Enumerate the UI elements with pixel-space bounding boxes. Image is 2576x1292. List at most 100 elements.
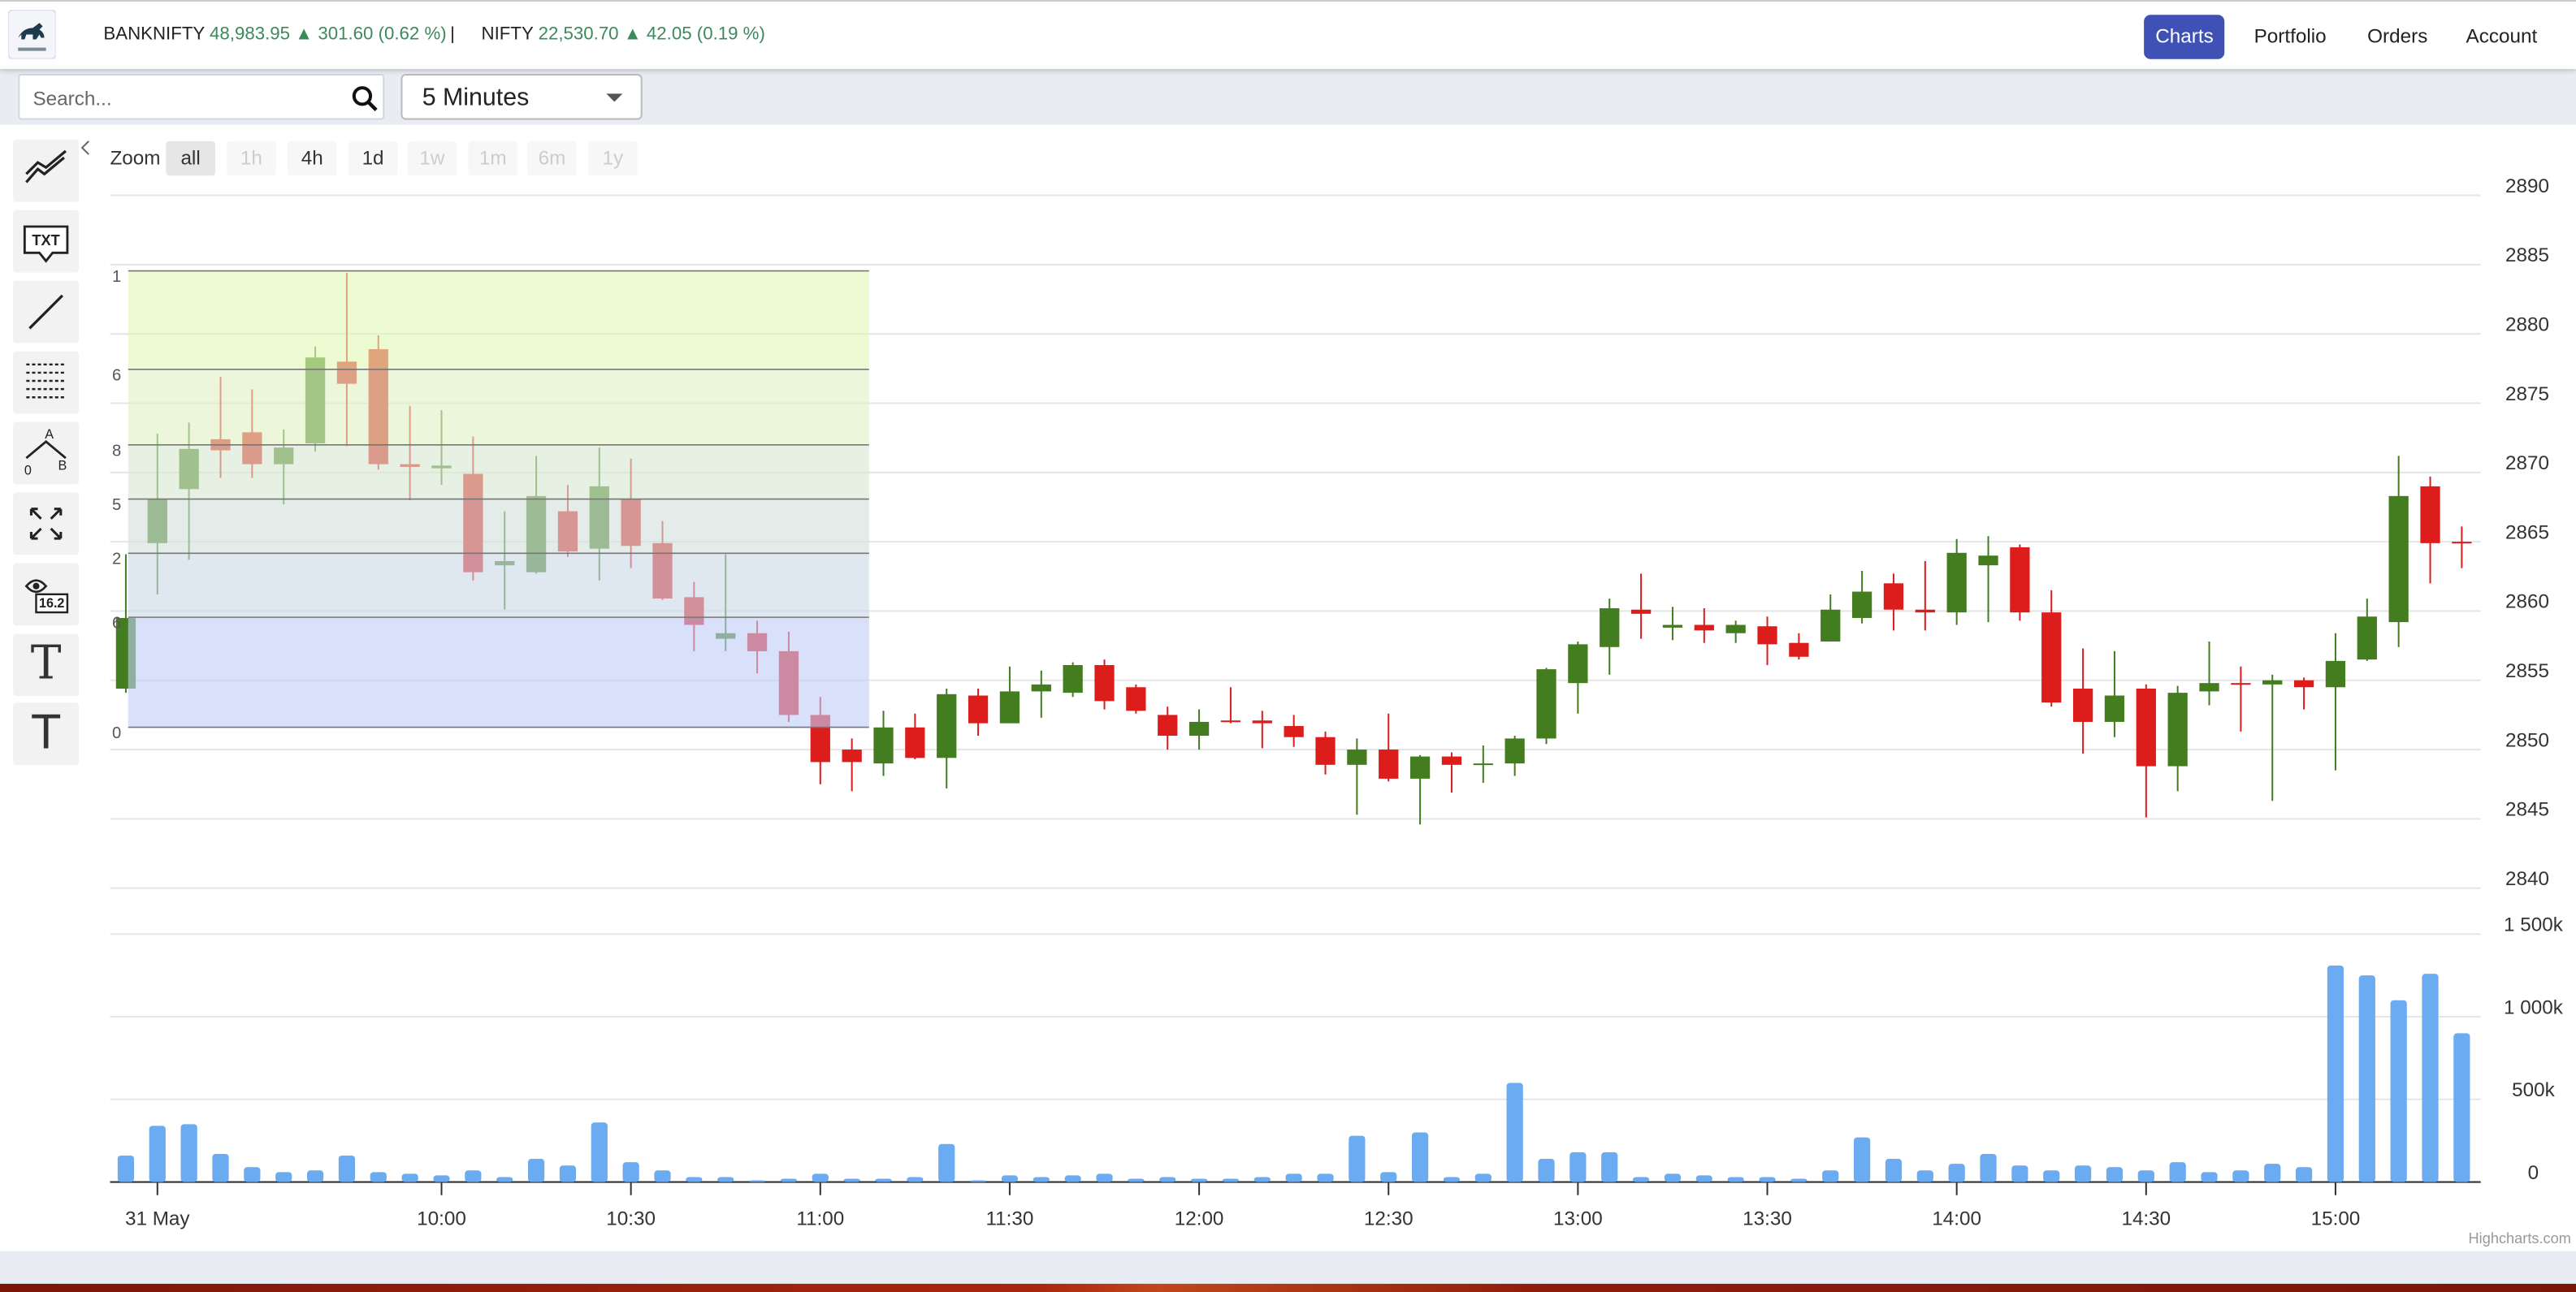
controls: Search... 5 Minutes <box>0 68 2576 125</box>
range-button-label[interactable]: 1y <box>603 148 624 170</box>
candle-body <box>1473 763 1493 766</box>
drawing-overlay <box>128 270 869 728</box>
range-button-label[interactable]: 1m <box>479 148 507 170</box>
range-button[interactable] <box>287 140 337 176</box>
volume-bar <box>1664 1173 1682 1182</box>
tool-button[interactable]: T <box>13 702 80 766</box>
volume-bar <box>2043 1170 2060 1182</box>
range-button-label[interactable]: 1h <box>240 148 262 170</box>
volume-bar <box>1380 1172 1397 1182</box>
volume-bar <box>2264 1164 2281 1182</box>
range-button[interactable] <box>527 140 577 176</box>
logo[interactable] <box>8 10 56 59</box>
zoom-label: Zoom <box>110 148 160 170</box>
nav-link[interactable]: Account <box>2466 24 2538 48</box>
candle-body <box>2010 547 2030 613</box>
range-button-label[interactable]: 6m <box>539 148 566 170</box>
ticker-quote: 48,983.95 ▲ 301.60 (0.62 %) <box>210 24 447 45</box>
candle-body <box>1725 624 1746 633</box>
tool-label: 0 <box>24 463 32 477</box>
search-box[interactable]: Search... <box>18 73 385 120</box>
volume-bar <box>1727 1177 1744 1182</box>
x-tick-label: 12:30 <box>1364 1208 1414 1229</box>
candle-body <box>2231 683 2251 685</box>
volume-bar <box>1601 1152 1618 1182</box>
tool-label: B <box>58 458 67 473</box>
volume-bar <box>1128 1178 1145 1182</box>
candle-body <box>1504 738 1525 764</box>
volume-bar <box>2074 1165 2092 1182</box>
x-tick-label: 11:30 <box>985 1208 1033 1229</box>
nav-link[interactable]: Portfolio <box>2253 24 2327 48</box>
nav-link[interactable]: Charts <box>2144 15 2225 59</box>
candle-body <box>2325 660 2346 688</box>
range-button-label[interactable]: 1w <box>419 148 444 170</box>
collapse-toggle[interactable] <box>79 140 92 156</box>
overlay-level-label: 6 <box>112 615 121 633</box>
candle-body <box>1821 609 1841 642</box>
range-button[interactable] <box>468 140 518 176</box>
y-tick-label: 2885 <box>2505 244 2549 266</box>
volume-bar <box>370 1172 387 1182</box>
overlay-band <box>128 553 869 618</box>
tool-button[interactable]: A 0 B <box>13 421 80 485</box>
icon <box>25 149 67 184</box>
overlay-level-label: 2 <box>112 551 121 568</box>
volume-bar <box>527 1159 545 1182</box>
candle-body <box>1568 644 1588 684</box>
candle-body <box>1126 687 1146 711</box>
candle-body <box>1252 720 1272 724</box>
range-button-label[interactable]: 1d <box>362 148 384 170</box>
overlay-band <box>128 444 869 499</box>
y-tick-label: 2880 <box>2505 313 2549 335</box>
ticker-name: BANKNIFTY <box>103 24 205 45</box>
candle-body <box>1158 715 1178 737</box>
candle-body <box>2262 680 2283 685</box>
volume-bar <box>907 1177 924 1182</box>
credits[interactable]: Highcharts.com <box>2469 1230 2571 1247</box>
volume-bar <box>2232 1170 2249 1182</box>
tool-button[interactable]: 16.2 <box>13 563 80 626</box>
tool-button[interactable] <box>13 351 80 414</box>
x-tick-label: 14:30 <box>2121 1208 2171 1229</box>
tool-button[interactable] <box>13 492 80 555</box>
volume-bar <box>748 1180 766 1182</box>
range-button[interactable] <box>166 140 215 176</box>
candle-body <box>2357 616 2377 660</box>
candle-body <box>873 727 894 764</box>
volume-bar <box>244 1167 261 1182</box>
candle-body <box>905 727 925 758</box>
volume-bar <box>149 1126 166 1182</box>
ticker: NIFTY 22,530.70 ▲ 42.05 (0.19 %) <box>482 24 765 44</box>
nav-link[interactable]: Orders <box>2367 24 2428 48</box>
range-button[interactable] <box>587 140 638 176</box>
volume-bar <box>1506 1082 1523 1182</box>
volume-bar <box>1569 1152 1587 1182</box>
candle-body <box>2420 486 2440 543</box>
candle-body <box>1789 642 1809 657</box>
search-icon[interactable] <box>352 85 378 112</box>
range-button-label[interactable]: 4h <box>301 148 323 170</box>
tool-button[interactable] <box>13 280 80 344</box>
candle-body <box>2072 688 2093 722</box>
volume-tick-label: 0 <box>2528 1162 2539 1184</box>
range-button[interactable] <box>407 140 457 176</box>
interval-select[interactable]: 5 Minutes <box>400 73 643 120</box>
tool-label: T <box>31 706 60 759</box>
range-button[interactable] <box>348 140 398 176</box>
volume-bar <box>654 1170 671 1182</box>
candle-body <box>937 694 957 758</box>
range-button[interactable] <box>227 140 276 176</box>
y-tick-label: 2845 <box>2505 799 2549 821</box>
y-tick-label: 2875 <box>2505 383 2549 405</box>
volume-bar <box>338 1155 356 1182</box>
volume-bar <box>1190 1178 1208 1182</box>
tool-button[interactable] <box>13 139 80 202</box>
volume-bar <box>1253 1177 1271 1182</box>
volume-tick-label: 500k <box>2512 1079 2555 1101</box>
tool-button[interactable]: TXT <box>13 210 80 273</box>
candle-body <box>2104 695 2125 722</box>
tool-button[interactable]: T <box>13 633 80 697</box>
candle-body <box>1662 624 1683 628</box>
range-button-label[interactable]: all <box>180 148 200 170</box>
